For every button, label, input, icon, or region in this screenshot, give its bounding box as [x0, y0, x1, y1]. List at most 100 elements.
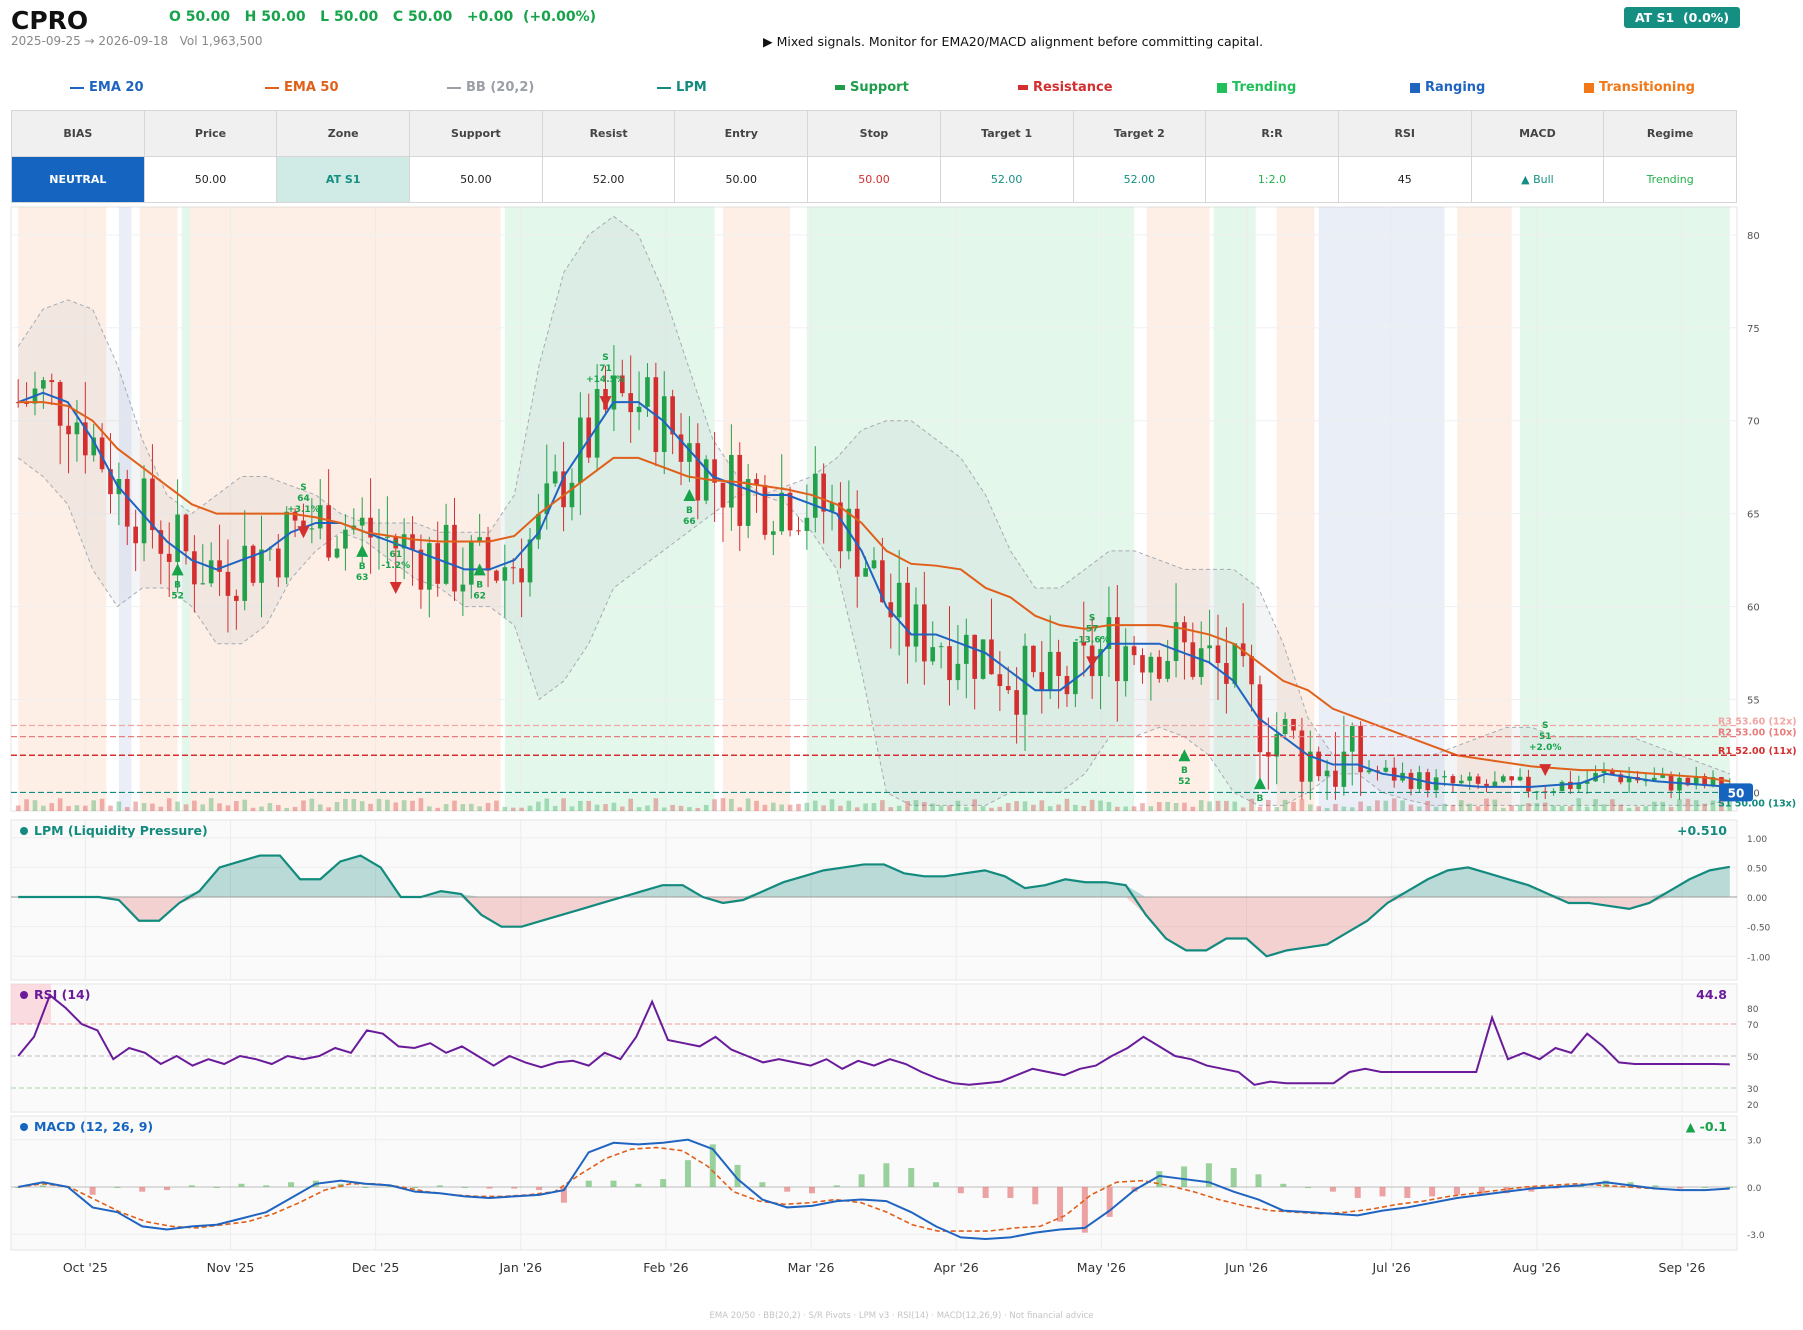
macd-histogram-bar — [238, 1183, 245, 1187]
candle-body — [83, 422, 88, 456]
summary-header-row: BIAS Price Zone Support Resist Entry Stop Targe… — [11, 110, 1737, 157]
candle-body — [1626, 777, 1632, 783]
volume-bar — [166, 798, 172, 811]
volume-bar — [1593, 799, 1598, 811]
volume-bar — [1685, 798, 1691, 811]
rsi-current: 44.8 — [1696, 987, 1727, 1002]
volume-bar — [989, 807, 994, 811]
legend-item-transitioning[interactable]: Transitioning — [1584, 80, 1695, 95]
volume-bar — [771, 802, 776, 811]
volume-bar — [1249, 798, 1254, 811]
volume-bar — [594, 804, 600, 811]
volume-bar — [284, 807, 289, 811]
candle-body — [1031, 645, 1036, 673]
volume-bar — [1433, 806, 1439, 811]
col-header-stop: Stop — [807, 110, 941, 157]
candle-body — [1148, 656, 1154, 673]
buy-signal-marker — [171, 563, 184, 576]
volume-bar — [1198, 800, 1204, 811]
legend-item-trending[interactable]: Trending — [1217, 80, 1296, 95]
candle-body — [1282, 718, 1288, 735]
volume-bar — [351, 799, 357, 811]
candle-body — [1098, 648, 1103, 677]
candle-body — [787, 492, 793, 531]
candle-body — [1500, 776, 1506, 782]
buy-signal-marker — [1178, 749, 1191, 762]
macd-histogram-bar — [1032, 1186, 1039, 1205]
y-tick-label: 70 — [1747, 417, 1760, 428]
candle-body — [955, 663, 961, 681]
volume-bar — [1299, 798, 1305, 811]
volume-bar — [1291, 801, 1296, 811]
volume-bar — [930, 803, 936, 811]
volume-bar — [527, 805, 533, 811]
cell-macd: ▲ Bull — [1470, 156, 1605, 203]
macd-histogram-bar — [635, 1183, 642, 1187]
candle-body — [141, 478, 147, 544]
volume-bar — [250, 807, 256, 811]
lpm-line — [18, 854, 1730, 958]
candle-body — [930, 647, 936, 662]
candle-body — [1299, 730, 1305, 782]
cell-entry: 50.00 — [674, 156, 809, 203]
volume-bar — [536, 801, 541, 811]
regime-band — [181, 207, 191, 811]
candle-body — [1693, 776, 1699, 786]
volume-bar — [1165, 801, 1170, 811]
volume-bar — [99, 798, 105, 811]
volume-bar — [1131, 806, 1137, 811]
volume-bar — [754, 800, 759, 811]
macd-histogram-bar — [808, 1186, 815, 1194]
signal-kind: B — [1257, 794, 1264, 804]
macd-histogram-bar — [957, 1186, 964, 1194]
volume-bar — [1492, 799, 1498, 811]
summary-table: BIAS Price Zone Support Resist Entry Stop Targe… — [11, 110, 1737, 203]
candle-body — [41, 380, 46, 389]
volume-bar — [1702, 803, 1707, 811]
volume-bar — [1500, 807, 1506, 811]
candle-body — [452, 524, 457, 592]
legend-item-ranging[interactable]: Ranging — [1410, 80, 1485, 95]
legend-item-resistance[interactable]: Resistance — [1018, 80, 1113, 95]
volume-bar — [150, 803, 155, 811]
volume-bar — [343, 798, 348, 811]
signal-kind: B — [686, 506, 693, 516]
volume-bar — [729, 798, 734, 811]
volume-bar — [670, 804, 675, 811]
legend-item-lpm[interactable]: LPM — [657, 80, 707, 95]
candle-body — [284, 511, 289, 578]
macd-histogram-bar — [436, 1185, 443, 1187]
volume-bar — [1115, 806, 1120, 811]
x-tick-label: Sep '26 — [1659, 1260, 1706, 1275]
volume-bar — [1727, 798, 1733, 811]
signal-kind: S — [1089, 613, 1095, 623]
candle-body — [938, 646, 944, 648]
candle-body — [208, 560, 214, 584]
candle-body — [1618, 774, 1624, 783]
candle-body — [158, 530, 164, 554]
regime-band — [504, 207, 715, 811]
candle-body — [1190, 642, 1196, 677]
legend-item-support[interactable]: Support — [835, 80, 909, 95]
candle-body — [896, 582, 902, 618]
legend-label: Ranging — [1425, 80, 1486, 95]
candle-body — [1610, 770, 1615, 775]
price-chart[interactable]: Oct '25 Nov '25 Dec '25 Jan '26 Feb '26 Mar '… — [0, 200, 1803, 1310]
legend-item-ema-20[interactable]: EMA 20 — [70, 80, 144, 95]
candle-body — [359, 517, 365, 526]
macd-histogram-bar — [734, 1164, 741, 1187]
candle-body — [678, 434, 684, 462]
candle-body — [829, 502, 835, 512]
volume-bar — [804, 802, 810, 811]
candle-body — [1047, 651, 1053, 690]
signal-pct: +3.1% — [287, 505, 320, 515]
candle-body — [1014, 690, 1019, 715]
candle-body — [1509, 776, 1514, 781]
volume-bar — [611, 802, 617, 811]
legend-item-bb-20-2[interactable]: BB (20,2) — [447, 80, 534, 95]
candle-body — [1123, 646, 1129, 682]
candle-body — [192, 551, 197, 585]
volume-bar — [695, 807, 701, 811]
legend-item-ema-50[interactable]: EMA 50 — [265, 80, 339, 95]
regime-band — [1520, 207, 1730, 811]
